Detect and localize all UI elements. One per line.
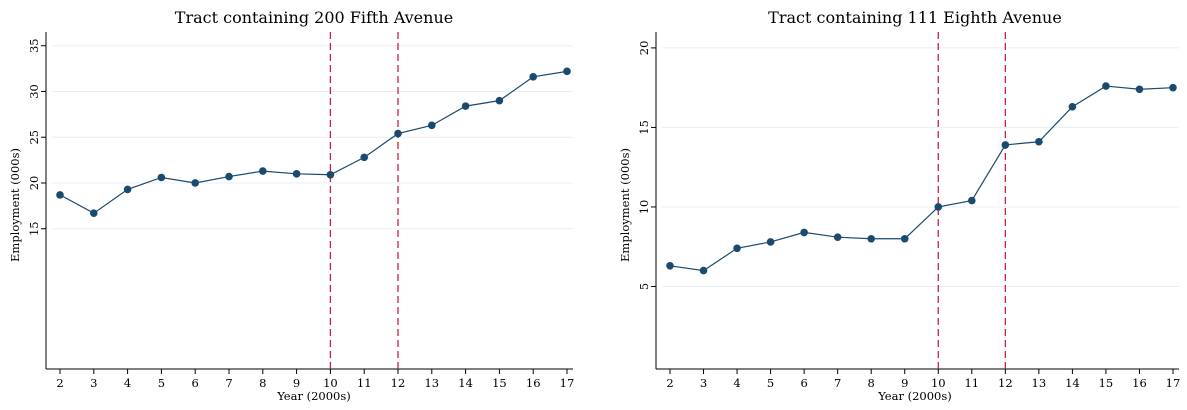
data-point	[191, 179, 199, 187]
y-tick-label: 25	[27, 130, 41, 145]
x-tick-label: 17	[560, 376, 575, 390]
data-point	[360, 153, 369, 162]
x-tick-label: 10	[323, 376, 338, 390]
x-tick-label: 14	[1065, 376, 1080, 390]
y-tick-label: 30	[27, 84, 41, 99]
data-point	[1035, 137, 1043, 146]
x-tick-label: 2	[666, 376, 673, 390]
series-line	[669, 85, 1174, 272]
data-point	[833, 233, 842, 241]
x-tick-label: 6	[192, 376, 199, 390]
data-point	[934, 203, 943, 211]
data-point	[766, 238, 775, 246]
data-point	[225, 172, 233, 181]
x-tick-label: 12	[998, 376, 1013, 390]
data-point	[326, 170, 335, 179]
x-tick-label: 8	[868, 376, 875, 390]
x-tick-label: 11	[964, 376, 979, 390]
x-tick-label: 16	[526, 376, 541, 390]
data-point	[968, 196, 976, 205]
data-point	[900, 234, 909, 243]
chart-title: Tract containing 111 Eighth Avenue	[768, 8, 1062, 27]
x-axis-label: Year (2000s)	[276, 389, 351, 403]
x-tick-label: 9	[901, 376, 908, 390]
x-tick-label: 3	[90, 376, 97, 390]
x-tick-label: 5	[767, 376, 774, 390]
x-tick-label: 9	[293, 376, 300, 390]
data-point	[529, 73, 537, 81]
data-point	[90, 209, 98, 217]
y-tick-label: 15	[27, 221, 41, 236]
x-tick-label: 11	[357, 376, 372, 390]
x-tick-label: 4	[733, 376, 740, 390]
data-point	[699, 266, 708, 275]
data-point	[1102, 82, 1110, 90]
y-axis-label: Employment (000s)	[8, 148, 22, 262]
x-tick-label: 4	[124, 376, 131, 390]
data-point	[563, 67, 571, 76]
x-tick-label: 8	[259, 376, 266, 390]
chart-eighth-avenue: Tract containing 111 Eighth Avenue Year …	[618, 8, 1180, 403]
data-point	[666, 262, 674, 270]
x-tick-label: 15	[1099, 376, 1114, 390]
x-axis-label: Year (2000s)	[877, 389, 952, 403]
x-tick-label: 13	[1032, 376, 1047, 390]
data-point	[1001, 141, 1010, 149]
x-tick-label: 3	[700, 376, 707, 390]
data-point	[428, 121, 436, 130]
x-tick-label: 12	[391, 376, 406, 390]
y-tick-label: 35	[27, 38, 41, 53]
x-tick-label: 14	[458, 376, 473, 390]
data-point	[495, 96, 504, 105]
x-tick-label: 15	[492, 376, 507, 390]
data-point	[123, 185, 132, 194]
data-point	[56, 191, 64, 199]
y-tick-label: 20	[637, 41, 651, 56]
chart-fifth-avenue: Tract containing 200 Fifth Avenue Year (…	[8, 8, 574, 403]
data-point	[1169, 83, 1177, 92]
x-tick-label: 17	[1166, 376, 1181, 390]
data-point	[292, 170, 301, 178]
y-axis-label: Employment (000s)	[618, 148, 632, 262]
x-tick-label: 6	[800, 376, 807, 390]
x-tick-label: 10	[931, 376, 946, 390]
data-point	[1135, 85, 1144, 94]
data-point	[800, 228, 808, 237]
x-tick-label: 16	[1132, 376, 1147, 390]
data-point	[461, 102, 470, 110]
x-tick-label: 7	[834, 376, 841, 390]
y-tick-label: 5	[637, 283, 651, 290]
data-point	[733, 244, 741, 253]
chart-title: Tract containing 200 Fifth Avenue	[175, 8, 453, 27]
y-tick-label: 20	[27, 176, 41, 191]
x-tick-label: 7	[225, 376, 232, 390]
series-line	[59, 70, 568, 214]
data-point	[157, 173, 166, 182]
x-tick-label: 5	[158, 376, 165, 390]
y-tick-label: 10	[637, 200, 651, 215]
y-tick-label: 15	[637, 120, 651, 135]
data-point	[394, 129, 402, 138]
data-point	[1068, 102, 1077, 111]
data-point	[867, 234, 875, 243]
data-point	[259, 167, 267, 175]
x-tick-label: 2	[56, 376, 63, 390]
x-tick-label: 13	[424, 376, 439, 390]
